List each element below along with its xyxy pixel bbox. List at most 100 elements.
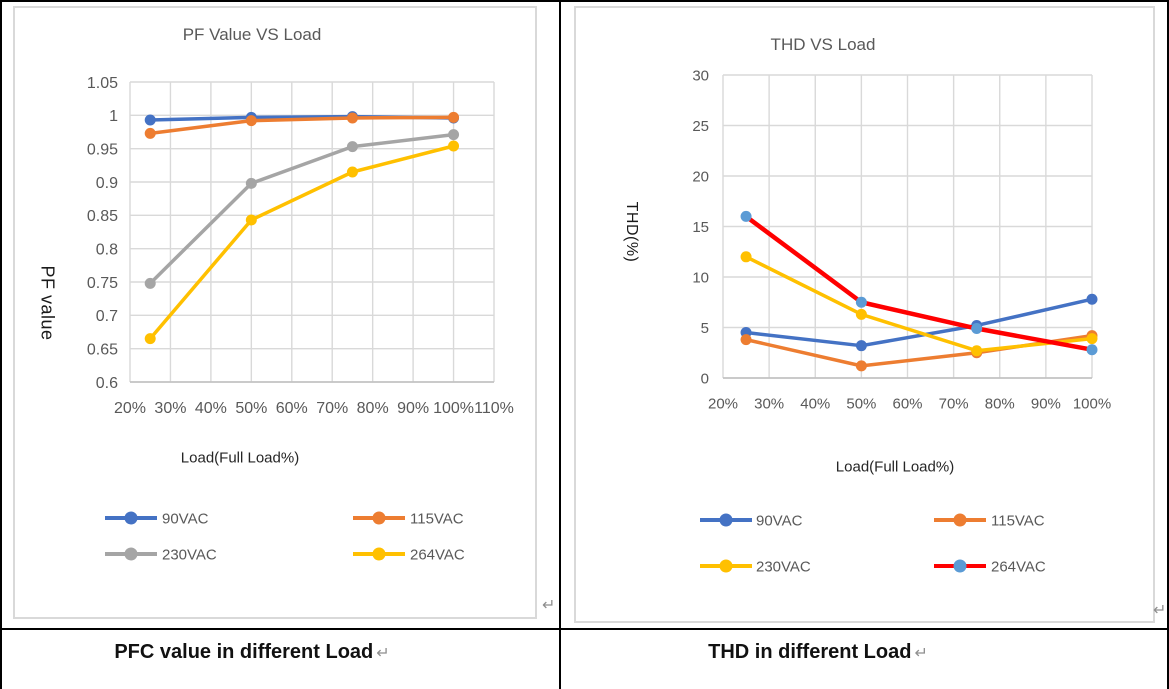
- x-tick-label: 80%: [985, 395, 1015, 412]
- legend-label-230VAC: 230VAC: [756, 558, 811, 575]
- chart-area-border: [574, 6, 1155, 623]
- series-marker-115VAC: [346, 112, 358, 124]
- thd-chart-title: THD VS Load: [770, 35, 876, 54]
- y-tick-label: 25: [692, 118, 709, 135]
- series-marker-90VAC: [855, 340, 867, 352]
- table-border-top: [0, 0, 1169, 2]
- legend-marker-115VAC: [372, 511, 386, 525]
- caption-thd: THD in different Load ↵: [708, 641, 928, 664]
- series-marker-264VAC: [740, 210, 752, 222]
- caption-thd-text: THD in different Load: [708, 641, 912, 663]
- pf-chart-object: 0.6 0.65 0.7 0.75 0.8 0.85 0.9 0.95 1 1.05 20% 30% 4…: [13, 6, 537, 619]
- pf-y-axis-title: PF value: [37, 265, 58, 341]
- table-border-left: [0, 0, 2, 689]
- series-marker-230VAC: [346, 141, 358, 153]
- pf-chart-title: PF Value VS Load: [182, 25, 322, 44]
- y-tick-label: 0.85: [87, 208, 118, 225]
- series-marker-230VAC: [971, 345, 983, 357]
- series-marker-230VAC: [144, 277, 156, 289]
- x-tick-label: 110%: [474, 400, 514, 417]
- x-tick-label: 90%: [397, 400, 429, 417]
- x-tick-label: 40%: [800, 395, 830, 412]
- y-tick-label: 1: [109, 108, 118, 125]
- series-marker-230VAC: [740, 251, 752, 263]
- x-tick-label: 80%: [357, 400, 389, 417]
- end-of-cell-mark-icon: ↵: [542, 597, 556, 614]
- y-tick-label: 0.7: [96, 308, 118, 325]
- y-tick-label: 1.05: [87, 75, 118, 92]
- legend-marker-264VAC: [372, 547, 386, 561]
- legend-label-90VAC: 90VAC: [756, 512, 803, 529]
- legend-marker-230VAC: [719, 559, 733, 573]
- y-tick-label: 10: [692, 269, 709, 286]
- y-tick-label: 0.75: [87, 275, 118, 292]
- y-tick-label: 0.6: [96, 375, 118, 392]
- series-marker-230VAC: [855, 308, 867, 320]
- series-marker-90VAC: [144, 114, 156, 126]
- pf-x-axis-title: Load(Full Load%): [180, 449, 300, 467]
- series-marker-264VAC: [1086, 344, 1098, 356]
- caption-pfc: PFC value in different Load ↵: [114, 641, 389, 664]
- paragraph-mark-icon: ↵: [376, 645, 390, 662]
- series-marker-264VAC: [346, 166, 358, 178]
- x-tick-label: 40%: [195, 400, 227, 417]
- series-marker-264VAC: [144, 333, 156, 345]
- series-marker-230VAC: [245, 177, 257, 189]
- paragraph-mark-icon: ↵: [914, 645, 928, 662]
- legend-label-230VAC: 230VAC: [162, 546, 217, 563]
- x-tick-label: 30%: [154, 400, 186, 417]
- legend-label-90VAC: 90VAC: [162, 510, 209, 527]
- y-tick-label: 0: [701, 370, 709, 387]
- legend-label-264VAC: 264VAC: [991, 558, 1046, 575]
- thd-chart-object: 0 5 10 15 20 25 30 20% 30% 40% 50% 60% 70% 80% 90% 100%…: [574, 6, 1155, 623]
- series-marker-230VAC: [1086, 333, 1098, 345]
- legend-marker-264VAC: [953, 559, 967, 573]
- y-tick-label: 0.95: [87, 141, 118, 158]
- thd-y-axis-title: THD(%): [623, 201, 640, 263]
- series-line-115VAC: [148, 115, 456, 136]
- y-tick-label: 0.9: [96, 175, 118, 192]
- thd-x-axis-title: Load(Full Load%): [835, 458, 955, 476]
- table-border-middle: [559, 0, 561, 689]
- caption-pfc-text: PFC value in different Load: [114, 641, 374, 663]
- series-marker-264VAC: [855, 296, 867, 308]
- thd-plot-svg: 0 5 10 15 20 25 30 20% 30% 40% 50% 60% 70% 80% 90% 100%…: [574, 6, 1155, 623]
- series-marker-115VAC: [245, 115, 257, 127]
- series-line-90VAC: [744, 297, 1094, 348]
- x-tick-label: 30%: [754, 395, 784, 412]
- series-marker-264VAC: [971, 323, 983, 335]
- x-tick-label: 60%: [892, 395, 922, 412]
- legend-label-264VAC: 264VAC: [410, 546, 465, 563]
- legend-marker-90VAC: [719, 513, 733, 527]
- series-marker-115VAC: [855, 360, 867, 372]
- x-tick-label: 50%: [235, 400, 267, 417]
- series-line-264VAC: [743, 214, 1095, 352]
- series-marker-115VAC: [740, 334, 752, 346]
- x-tick-label: 50%: [846, 395, 876, 412]
- x-tick-label: 100%: [433, 400, 474, 417]
- chart-area-border: [13, 6, 537, 619]
- x-tick-label: 90%: [1031, 395, 1061, 412]
- legend-label-115VAC: 115VAC: [991, 512, 1045, 529]
- table-border-right: [1167, 0, 1169, 689]
- y-tick-label: 15: [692, 219, 709, 236]
- series-marker-230VAC: [448, 129, 460, 141]
- x-tick-label: 70%: [939, 395, 969, 412]
- legend-marker-90VAC: [124, 511, 138, 525]
- legend-marker-115VAC: [953, 513, 967, 527]
- x-tick-label: 60%: [276, 400, 308, 417]
- y-tick-label: 5: [701, 320, 709, 337]
- series-marker-115VAC: [448, 111, 460, 123]
- series-line-230VAC: [148, 132, 456, 286]
- series-marker-264VAC: [245, 214, 257, 226]
- legend-marker-230VAC: [124, 547, 138, 561]
- y-tick-label: 20: [692, 168, 709, 185]
- x-tick-label: 100%: [1073, 395, 1111, 412]
- series-line-264VAC: [148, 144, 456, 341]
- y-tick-label: 30: [692, 67, 709, 84]
- end-of-cell-mark-icon: ↵: [1153, 602, 1167, 619]
- x-tick-label: 20%: [708, 395, 738, 412]
- y-tick-label: 0.65: [87, 341, 118, 358]
- series-marker-90VAC: [1086, 293, 1098, 305]
- legend-label-115VAC: 115VAC: [410, 510, 464, 527]
